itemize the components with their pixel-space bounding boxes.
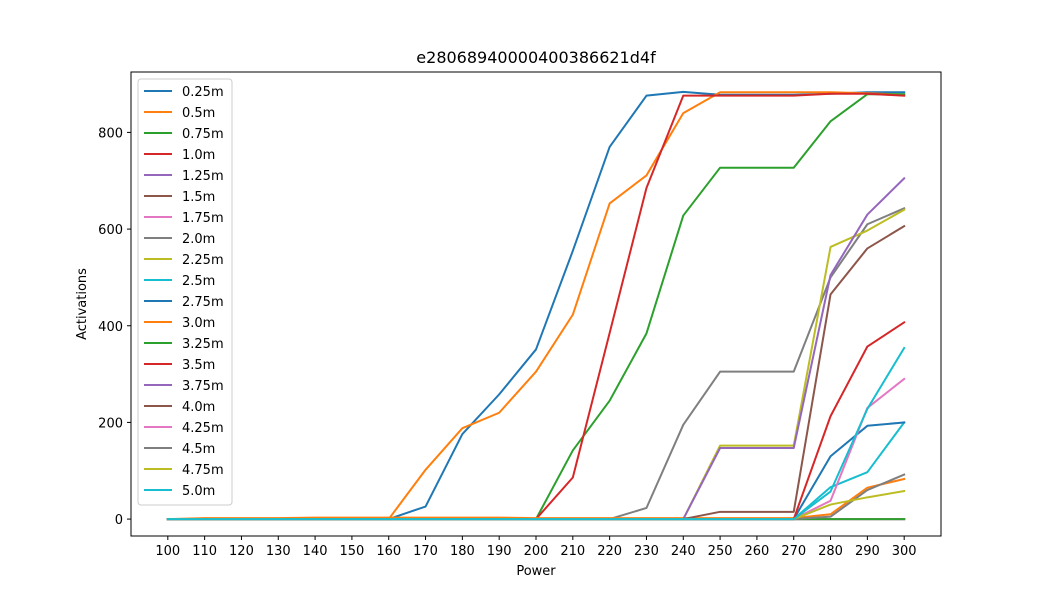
legend-label-2.0m: 2.0m xyxy=(182,232,215,247)
legend-label-4.25m: 4.25m xyxy=(182,421,224,436)
y-tick-label: 0 xyxy=(115,513,123,528)
x-tick-label: 250 xyxy=(708,544,733,559)
x-tick-label: 130 xyxy=(266,544,291,559)
x-tick-label: 100 xyxy=(155,544,180,559)
y-tick-label: 400 xyxy=(98,320,123,335)
x-tick-label: 170 xyxy=(413,544,438,559)
legend-label-0.75m: 0.75m xyxy=(182,127,224,142)
x-tick-label: 300 xyxy=(892,544,917,559)
legend-label-1.5m: 1.5m xyxy=(182,190,215,205)
legend-label-1.25m: 1.25m xyxy=(182,169,224,184)
x-tick-label: 160 xyxy=(376,544,401,559)
y-tick-label: 200 xyxy=(98,416,123,431)
legend-label-3.75m: 3.75m xyxy=(182,379,224,394)
y-tick-label: 800 xyxy=(98,126,123,141)
x-tick-label: 140 xyxy=(303,544,328,559)
plot-area xyxy=(166,90,906,521)
x-axis-label: Power xyxy=(516,564,556,579)
x-tick-label: 220 xyxy=(597,544,622,559)
legend-label-3.5m: 3.5m xyxy=(182,358,215,373)
x-tick-label: 280 xyxy=(818,544,843,559)
axes: 100 110 120 130 140 150 160 170 180 190 200 210 220 2… xyxy=(98,71,942,559)
chart-title: e2806894000040038662​1d4f xyxy=(416,48,656,67)
legend-label-0.5m: 0.5m xyxy=(182,106,215,121)
x-tick-label: 230 xyxy=(634,544,659,559)
x-tick-label: 270 xyxy=(781,544,806,559)
y-axis-label: Activations xyxy=(75,268,90,340)
x-tick-label: 190 xyxy=(487,544,512,559)
legend-label-1.0m: 1.0m xyxy=(182,148,215,163)
legend-label-0.25m: 0.25m xyxy=(182,85,224,100)
x-tick-label: 210 xyxy=(560,544,585,559)
x-tick-label: 290 xyxy=(855,544,880,559)
x-tick-label: 180 xyxy=(450,544,475,559)
legend-label-5.0m: 5.0m xyxy=(182,484,215,499)
legend-label-1.75m: 1.75m xyxy=(182,211,224,226)
x-tick-label: 260 xyxy=(744,544,769,559)
y-tick-label: 600 xyxy=(98,223,123,238)
legend-box xyxy=(137,78,233,506)
legend-label-3.25m: 3.25m xyxy=(182,337,224,352)
x-tick-label: 110 xyxy=(192,544,217,559)
x-tick-label: 200 xyxy=(524,544,549,559)
legend-label-2.75m: 2.75m xyxy=(182,295,224,310)
legend-label-4.75m: 4.75m xyxy=(182,463,224,478)
legend-label-4.0m: 4.0m xyxy=(182,400,215,415)
x-tick-label: 120 xyxy=(229,544,254,559)
legend-label-3.0m: 3.0m xyxy=(182,316,215,331)
x-tick-label: 240 xyxy=(671,544,696,559)
series-line-5.0m xyxy=(166,346,906,521)
legend-label-4.5m: 4.5m xyxy=(182,442,215,457)
legend: 0.25m 0.5m 0.75m 1.0m 1.25m 1.5m 1.75m 2.0m 2.25… xyxy=(137,78,233,506)
x-tick-label: 150 xyxy=(339,544,364,559)
legend-label-2.25m: 2.25m xyxy=(182,253,224,268)
legend-label-2.5m: 2.5m xyxy=(182,274,215,289)
